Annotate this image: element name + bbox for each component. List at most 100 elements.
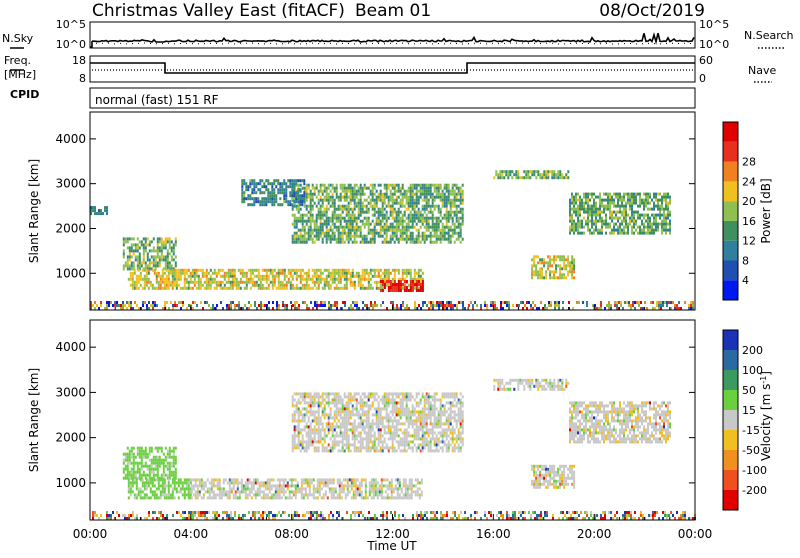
- echo-cell: [244, 304, 246, 307]
- echo-cell: [152, 484, 154, 487]
- echo-cell: [558, 301, 560, 304]
- echo-cell: [426, 205, 428, 208]
- echo-cell: [98, 212, 100, 215]
- echo-cell: [637, 214, 639, 217]
- echo-cell: [138, 281, 140, 284]
- echo-cell: [202, 272, 204, 275]
- echo-cell: [406, 275, 408, 278]
- echo-cell: [390, 205, 392, 208]
- echo-cell: [136, 275, 138, 278]
- echo-cell: [379, 484, 381, 487]
- echo-cell: [499, 170, 501, 173]
- echo-cell: [653, 205, 655, 208]
- echo-cell: [579, 202, 581, 205]
- echo-cell: [304, 287, 306, 290]
- echo-cell: [267, 478, 269, 481]
- echo-cell: [333, 493, 335, 496]
- echo-cell: [402, 220, 404, 223]
- echo-cell: [312, 214, 314, 217]
- echo-cell: [436, 232, 438, 235]
- echo-cell: [176, 304, 178, 307]
- echo-cell: [641, 232, 643, 235]
- echo-cell: [350, 284, 352, 287]
- echo-cell: [330, 238, 332, 241]
- echo-cell: [362, 278, 364, 281]
- echo-cell: [568, 301, 570, 304]
- echo-cell: [360, 281, 362, 284]
- echo-cell: [407, 496, 409, 499]
- echo-cell: [464, 511, 466, 514]
- echo-cell: [332, 196, 334, 199]
- echo-cell: [442, 217, 444, 220]
- echo-cell: [358, 281, 360, 284]
- echo-cell: [350, 202, 352, 205]
- echo-cell: [309, 490, 311, 493]
- echo-cell: [561, 255, 563, 258]
- echo-cell: [424, 193, 426, 196]
- echo-cell: [132, 514, 134, 517]
- echo-cell: [263, 185, 265, 188]
- echo-cell: [246, 278, 248, 281]
- echo-cell: [501, 176, 503, 179]
- echo-cell: [314, 223, 316, 226]
- echo-cell: [278, 269, 280, 272]
- echo-cell: [169, 456, 171, 459]
- echo-cell: [454, 514, 456, 517]
- echo-cell: [133, 456, 135, 459]
- echo-cell: [587, 229, 589, 232]
- echo-cell: [591, 232, 593, 235]
- echo-cell: [279, 191, 281, 194]
- echo-cell: [372, 304, 374, 307]
- echo-cell: [408, 208, 410, 211]
- echo-cell: [271, 487, 273, 490]
- echo-cell: [410, 286, 412, 289]
- echo-cell: [559, 264, 561, 267]
- echo-cell: [623, 226, 625, 229]
- echo-cell: [332, 281, 334, 284]
- echo-cell: [199, 478, 201, 481]
- echo-cell: [394, 235, 396, 238]
- echo-cell: [627, 229, 629, 232]
- echo-cell: [430, 196, 432, 199]
- echo-cell: [123, 471, 125, 474]
- echo-cell: [624, 511, 626, 514]
- echo-cell: [384, 223, 386, 226]
- echo-cell: [619, 211, 621, 214]
- echo-cell: [157, 249, 159, 252]
- echo-cell: [394, 190, 396, 193]
- echo-cell: [332, 304, 334, 307]
- echo-cell: [428, 229, 430, 232]
- echo-cell: [346, 226, 348, 229]
- echo-cell: [346, 272, 348, 275]
- echo-cell: [227, 481, 229, 484]
- echo-cell: [136, 284, 138, 287]
- echo-cell: [329, 487, 331, 490]
- echo-cell: [420, 190, 422, 193]
- echo-cell: [342, 301, 344, 304]
- echo-cell: [242, 269, 244, 272]
- echo-cell: [589, 208, 591, 211]
- echo-cell: [383, 484, 385, 487]
- echo-cell: [503, 170, 505, 173]
- echo-cell: [567, 261, 569, 264]
- echo-cell: [368, 220, 370, 223]
- echo-cell: [631, 214, 633, 217]
- echo-cell: [364, 272, 366, 275]
- echo-cell: [586, 511, 588, 514]
- echo-cell: [308, 211, 310, 214]
- echo-cell: [609, 205, 611, 208]
- echo-cell: [125, 264, 127, 267]
- echo-cell: [555, 173, 557, 176]
- echo-cell: [387, 496, 389, 499]
- echo-cell: [139, 450, 141, 453]
- echo-cell: [384, 217, 386, 220]
- echo-cell: [125, 261, 127, 264]
- echo-cell: [309, 487, 311, 490]
- echo-cell: [257, 490, 259, 493]
- echo-cell: [293, 191, 295, 194]
- echo-cell: [631, 202, 633, 205]
- echo-cell: [606, 304, 608, 307]
- echo-cell: [162, 278, 164, 281]
- echo-cell: [595, 229, 597, 232]
- echo-cell: [571, 196, 573, 199]
